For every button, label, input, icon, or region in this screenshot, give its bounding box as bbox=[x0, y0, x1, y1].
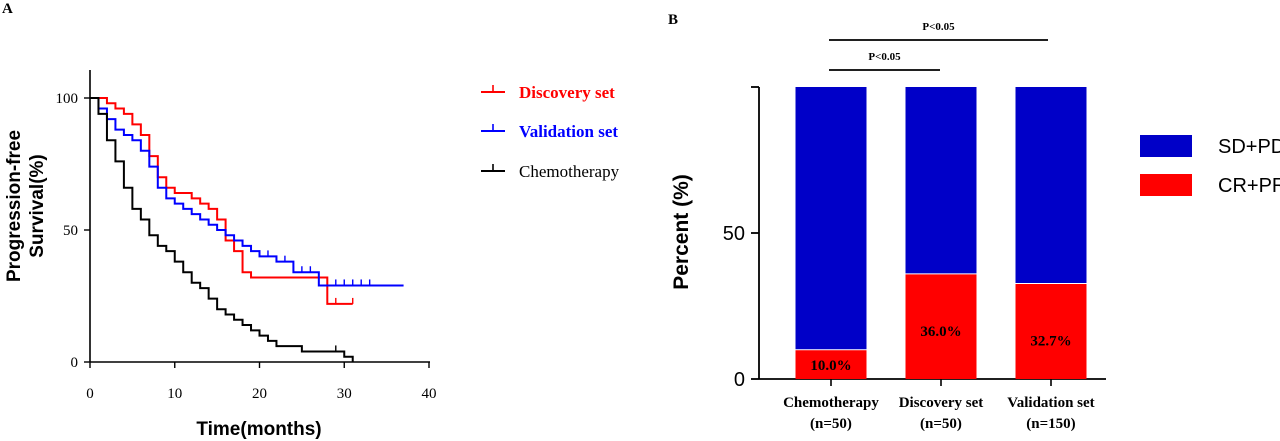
bar-legend-swatch-sd-pd bbox=[1140, 135, 1192, 157]
km-y-tick-label: 0 bbox=[71, 355, 79, 371]
km-curve-validation-set bbox=[90, 97, 404, 287]
bar-x-tick-sublabel-chemotherapy: (n=50) bbox=[810, 416, 852, 432]
bar-sd-pd-chemotherapy bbox=[795, 87, 867, 350]
bar-y-tick-label: 50 bbox=[723, 223, 745, 245]
bar-significance-label: P<0.05 bbox=[868, 51, 901, 63]
km-y-axis-title-line1: Progression-free bbox=[4, 130, 25, 282]
bar-x-tick-sublabel-discovery-set: (n=50) bbox=[920, 416, 962, 432]
km-y-tick-label: 50 bbox=[63, 223, 78, 239]
bar-legend-label-cr-pr: CR+PR bbox=[1218, 175, 1280, 197]
km-legend-label-discovery-set: Discovery set bbox=[519, 83, 615, 102]
bar-axes: 0 50 Chemotherapy (n=50) Discovery set (n=50)… bbox=[723, 86, 1106, 432]
bar-bars: 10.0% 36.0% 32.7% bbox=[795, 87, 1087, 379]
km-x-tick-label: 30 bbox=[337, 386, 352, 402]
bar-data-label-discovery-set: 36.0% bbox=[920, 324, 961, 340]
km-curve-discovery-set bbox=[90, 97, 353, 305]
panel-b-label: B bbox=[668, 12, 678, 28]
bar-legend: SD+PD CR+PR bbox=[1140, 135, 1280, 197]
bar-x-tick-label-validation-set: Validation set bbox=[1007, 395, 1094, 411]
bar-sd-pd-validation-set bbox=[1015, 87, 1087, 284]
km-curve-chemotherapy bbox=[90, 97, 354, 362]
km-x-tick-label: 0 bbox=[86, 386, 94, 402]
bar-significance-label: P<0.05 bbox=[922, 21, 955, 33]
bar-x-tick-sublabel-validation-set: (n=150) bbox=[1026, 416, 1075, 432]
km-y-axis-title-line2: Survival(%) bbox=[27, 154, 48, 257]
bar-data-label-validation-set: 32.7% bbox=[1030, 334, 1071, 350]
km-curves bbox=[90, 97, 404, 362]
km-axes: 0 10 20 30 40 0 50 100 bbox=[56, 70, 437, 402]
bar-y-axis-title: Percent (%) bbox=[670, 174, 693, 290]
bar-x-tick-label-chemotherapy: Chemotherapy bbox=[783, 395, 879, 411]
km-chart: 0 10 20 30 40 0 50 100 Time(months) Progression… bbox=[4, 70, 620, 440]
bar-legend-label-sd-pd: SD+PD bbox=[1218, 136, 1280, 158]
km-legend-label-validation-set: Validation set bbox=[519, 122, 618, 141]
bar-x-tick-label-discovery-set: Discovery set bbox=[899, 395, 984, 411]
km-x-tick-label: 10 bbox=[167, 386, 182, 402]
bar-significance-annotations: P<0.05 P<0.05 bbox=[829, 21, 1048, 71]
bar-legend-swatch-cr-pr bbox=[1140, 174, 1192, 196]
km-legend-label-chemotherapy: Chemotherapy bbox=[519, 162, 620, 181]
bar-sd-pd-discovery-set bbox=[905, 87, 977, 274]
km-y-tick-label: 100 bbox=[56, 91, 79, 107]
bar-cr-pr-chemotherapy bbox=[795, 349, 867, 379]
bar-chart: 0 50 Chemotherapy (n=50) Discovery set (n=50)… bbox=[670, 21, 1280, 432]
km-legend: Discovery set Validation set Chemotherapy bbox=[481, 83, 620, 181]
km-x-tick-label: 20 bbox=[252, 386, 267, 402]
km-x-tick-label: 40 bbox=[422, 386, 437, 402]
panel-a-label: A bbox=[2, 1, 13, 17]
bar-y-tick-label: 0 bbox=[734, 369, 745, 391]
bar-cr-pr-discovery-set bbox=[905, 273, 977, 379]
bar-data-label-chemotherapy: 10.0% bbox=[810, 358, 851, 374]
bar-cr-pr-validation-set bbox=[1015, 283, 1087, 379]
km-x-axis-title: Time(months) bbox=[196, 419, 321, 440]
